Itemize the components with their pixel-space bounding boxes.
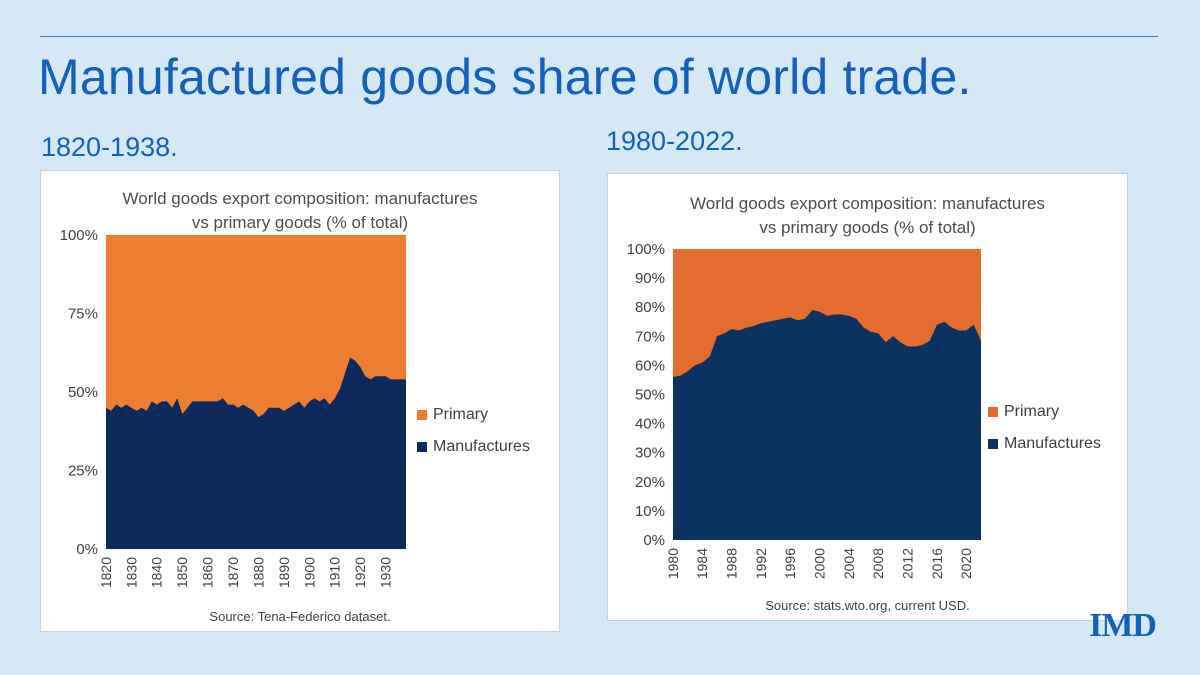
left-subtitle: 1820-1938.: [41, 132, 178, 162]
y-tick-label: 10%: [635, 503, 665, 520]
x-tick-label: 1996: [782, 548, 798, 579]
x-tick-label: 1900: [301, 557, 317, 588]
legend-swatch-primary: [417, 410, 427, 420]
x-tick-label: 1920: [352, 557, 368, 588]
y-tick-label: 0%: [643, 532, 665, 549]
chart-source: Source: Tena-Federico dataset.: [209, 609, 391, 624]
legend-item-manufactures: Manufactures: [988, 428, 1101, 460]
x-tick-label: 2008: [870, 548, 886, 579]
legend-swatch-primary: [988, 407, 998, 417]
chart-title-line-2: vs primary goods (% of total): [759, 218, 976, 237]
x-tick-label: 1984: [694, 548, 710, 579]
x-tick-label: 2016: [929, 548, 945, 579]
chart-title: World goods export composition: manufact…: [41, 187, 559, 235]
x-tick-label: 2000: [812, 548, 828, 579]
legend-label-manufactures: Manufactures: [1004, 435, 1101, 452]
legend-label-primary: Primary: [433, 406, 489, 423]
y-tick-label: 50%: [635, 387, 665, 404]
series-area-manufactures: [106, 357, 406, 549]
x-tick-label: 1992: [753, 548, 769, 579]
y-tick-label: 40%: [635, 416, 665, 433]
x-tick-label: 1980: [665, 548, 681, 579]
x-tick-label: 2004: [841, 548, 857, 579]
chart-title-line-1: World goods export composition: manufact…: [690, 194, 1045, 213]
y-tick-label: 100%: [627, 241, 665, 258]
legend-swatch-manufactures: [988, 439, 998, 449]
chart-plot: 0% 25% 50% 75% 100% 1820 1830 1840 1850 1860 1870 1…: [60, 227, 406, 588]
y-tick-label: 50%: [68, 384, 98, 401]
x-tick-label: 2020: [958, 548, 974, 579]
y-tick-label: 60%: [635, 357, 665, 374]
series-area-manufactures: [673, 310, 981, 540]
x-tick-label: 1850: [174, 557, 190, 588]
x-tick-label: 1870: [225, 557, 241, 588]
chart-panel-left: World goods export composition: manufact…: [40, 170, 560, 632]
imd-logo: IMD: [1089, 607, 1157, 644]
y-tick-label: 70%: [635, 328, 665, 345]
legend-item-primary: Primary: [988, 396, 1101, 428]
x-tick-label: 1840: [149, 557, 165, 588]
x-tick-label: 2012: [900, 548, 916, 579]
x-tick-label: 1860: [200, 557, 216, 588]
y-tick-label: 25%: [68, 463, 98, 480]
y-tick-label: 75%: [68, 306, 98, 323]
legend-label-primary: Primary: [1004, 403, 1060, 420]
y-tick-label: 90%: [635, 270, 665, 287]
chart-title: World goods export composition: manufact…: [608, 192, 1127, 240]
chart-legend: Primary Manufactures: [417, 399, 530, 463]
right-subtitle: 1980-2022.: [606, 126, 743, 156]
x-tick-label: 1930: [378, 557, 394, 588]
x-tick-label: 1890: [276, 557, 292, 588]
legend-item-primary: Primary: [417, 399, 530, 431]
chart-title-line-2: vs primary goods (% of total): [191, 213, 409, 232]
chart-title-line-1: World goods export composition: manufact…: [122, 189, 478, 208]
chart-legend: Primary Manufactures: [988, 396, 1101, 460]
x-tick-label: 1830: [123, 557, 139, 588]
y-tick-label: 0%: [76, 541, 98, 558]
legend-swatch-manufactures: [417, 442, 427, 452]
legend-label-manufactures: Manufactures: [433, 438, 530, 455]
y-tick-label: 80%: [635, 299, 665, 316]
y-tick-label: 30%: [635, 445, 665, 462]
x-tick-label: 1988: [724, 548, 740, 579]
chart-source: Source: stats.wto.org, current USD.: [765, 598, 970, 613]
legend-item-manufactures: Manufactures: [417, 431, 530, 463]
chart-panel-right: World goods export composition: manufact…: [607, 173, 1128, 621]
y-tick-label: 100%: [60, 227, 98, 244]
x-tick-label: 1910: [327, 557, 343, 588]
y-tick-label: 20%: [635, 474, 665, 491]
x-tick-label: 1880: [250, 557, 266, 588]
x-tick-label: 1820: [98, 557, 114, 588]
chart-plot: 0% 10% 20% 30% 40% 50% 60% 70% 80% 90% 100% 1980 198…: [627, 241, 981, 579]
page-title: Manufactured goods share of world trade.: [38, 49, 972, 105]
top-rule: [40, 36, 1158, 37]
